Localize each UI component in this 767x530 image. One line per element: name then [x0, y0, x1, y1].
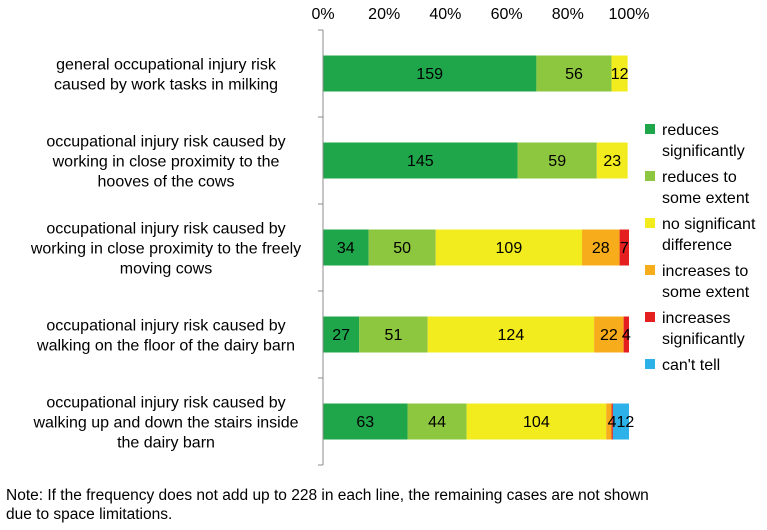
bar-segment [435, 229, 583, 266]
stacked-bar-chart: 0% 20% 40% 60% 80% 100% 159 56 12 145 59 23 34 50 109… [30, 6, 756, 466]
data-label: 59 [548, 153, 566, 170]
data-label: 23 [603, 153, 621, 170]
bar-segment [612, 403, 629, 440]
y-axis [318, 29, 324, 466]
bar-segment [359, 316, 428, 353]
data-label: 22 [600, 327, 618, 344]
x-tick-label: 20% [368, 6, 400, 23]
legend-label: can't tell [662, 357, 720, 374]
x-tick-label: 60% [491, 6, 523, 23]
data-label: 56 [565, 66, 583, 83]
category-label: occupational injury risk caused by walkin… [36, 318, 295, 355]
legend: reduces significantly reduces to some exten… [645, 122, 756, 374]
x-tick-label: 100% [609, 6, 650, 23]
category-label: general occupational injury risk caused b… [54, 57, 278, 94]
data-label: 159 [416, 66, 443, 83]
legend-swatch [645, 359, 655, 369]
legend-label: no significant difference [662, 216, 756, 254]
data-label: 28 [592, 240, 610, 257]
data-label: 44 [428, 414, 446, 431]
bar-segment [594, 316, 624, 353]
bar-segment [611, 55, 628, 92]
category-label: occupational injury risk caused by walkin… [32, 395, 298, 452]
bar-segment [323, 403, 408, 440]
bar-segment [323, 142, 518, 179]
data-label: 27 [332, 327, 350, 344]
bar-segment [407, 403, 467, 440]
bar-segment [596, 142, 628, 179]
bar-segment [427, 316, 595, 353]
legend-swatch [645, 218, 655, 228]
data-label: 412 [608, 414, 635, 431]
bar-segment [517, 142, 597, 179]
data-label: 109 [496, 240, 523, 257]
data-label: 51 [385, 327, 403, 344]
data-label: 145 [407, 153, 434, 170]
legend-swatch [645, 124, 655, 134]
data-label: 104 [523, 414, 550, 431]
data-label: 50 [393, 240, 411, 257]
bar-segment [619, 229, 629, 266]
legend-label: reduces significantly [662, 122, 745, 160]
x-tick-label: 40% [429, 6, 461, 23]
bar-segment [466, 403, 607, 440]
data-label: 124 [498, 327, 525, 344]
footnote: Note: If the frequency does not add up t… [6, 486, 766, 524]
bar-segment [623, 316, 629, 353]
footnote-line-1: Note: If the frequency does not add up t… [6, 487, 649, 504]
data-label: 7 [620, 240, 629, 257]
category-labels: general occupational injury risk caused b… [30, 57, 301, 452]
legend-swatch [645, 171, 655, 181]
bar-segment [368, 229, 436, 266]
legend-label: reduces to some extent [662, 169, 750, 207]
footnote-line-2: due to space limitations. [6, 506, 173, 523]
bar-segment [323, 55, 537, 92]
legend-swatch [645, 312, 655, 322]
category-label: occupational injury risk caused by workin… [30, 221, 301, 278]
legend-label: increases significantly [662, 310, 745, 348]
bar-segment [611, 403, 613, 440]
data-label: 63 [356, 414, 374, 431]
category-label: occupational injury risk caused by workin… [46, 134, 285, 191]
data-label: 4 [622, 327, 631, 344]
legend-swatch [645, 265, 655, 275]
data-label: 34 [337, 240, 355, 257]
x-tick-label: 80% [552, 6, 584, 23]
data-label: 12 [611, 66, 629, 83]
bar-segment [582, 229, 620, 266]
legend-label: increases to some extent [662, 263, 750, 301]
bar-segment [536, 55, 612, 92]
x-axis-tick-labels: 0% 20% 40% 60% 80% 100% [311, 6, 649, 23]
bar-segments: 159 56 12 145 59 23 34 50 109 28 7 27 51 124 22 4 63 44 10… [323, 55, 635, 440]
bar-segment [606, 403, 612, 440]
x-tick-label: 0% [311, 6, 334, 23]
bar-segment [323, 316, 360, 353]
bar-segment [323, 229, 369, 266]
